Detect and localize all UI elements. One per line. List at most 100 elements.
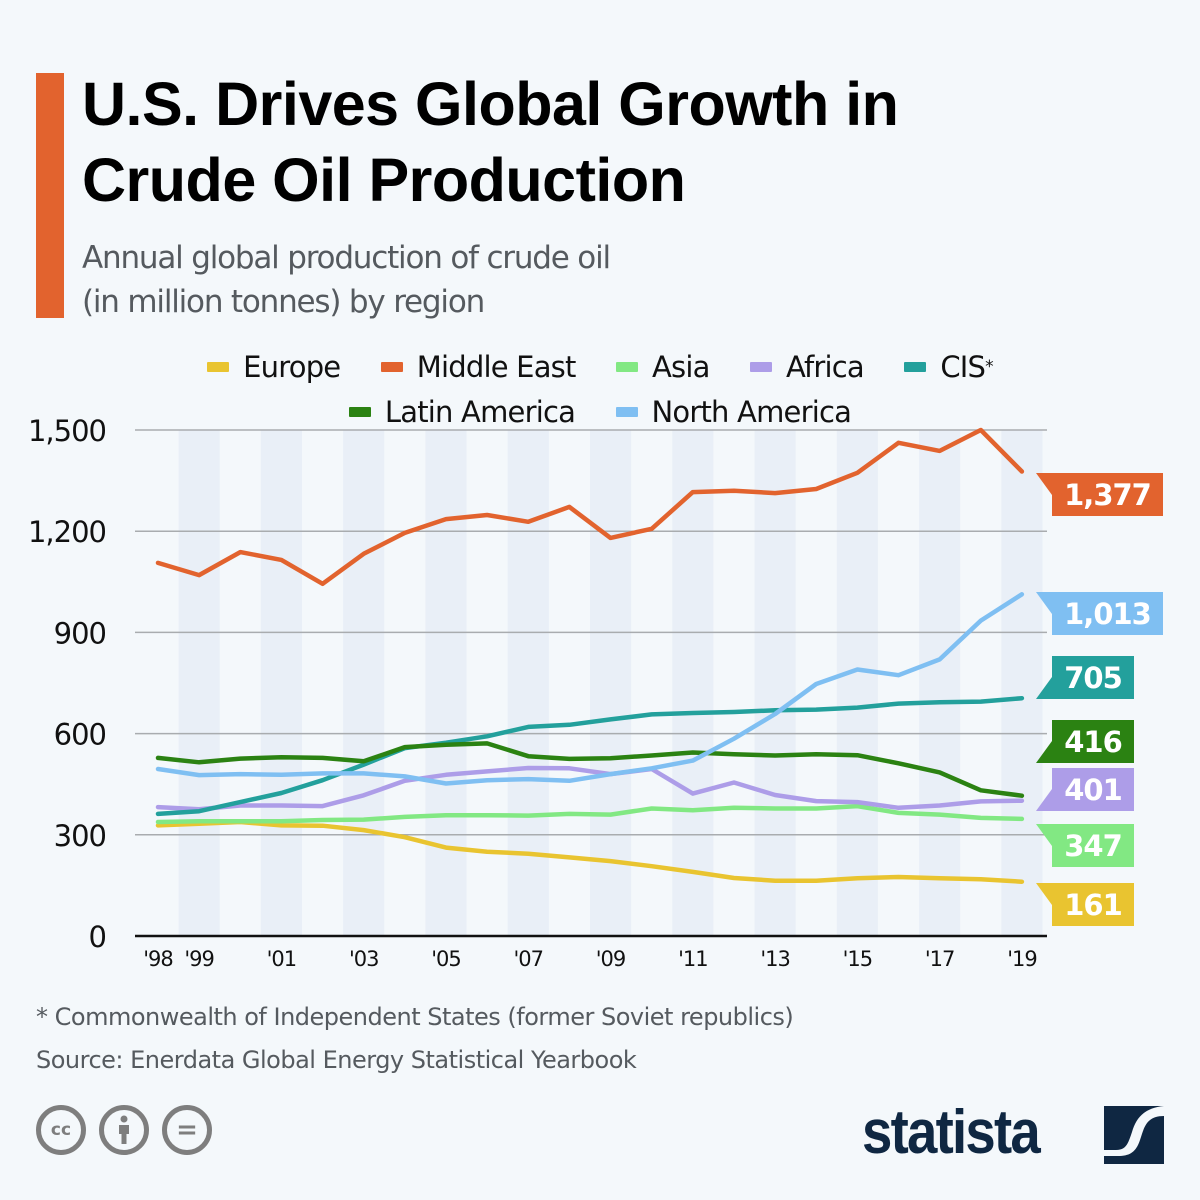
end-label-middle-east: 1,377	[1036, 473, 1163, 516]
no-derivatives-icon[interactable]: =	[162, 1105, 212, 1155]
x-tick-label: '19	[1007, 947, 1037, 971]
end-value-labels: 161 1,377 347 401 705 416 1,013	[1036, 473, 1163, 926]
legend-swatch-cis	[904, 362, 927, 372]
title-line-1: U.S. Drives Global Growth in	[82, 70, 899, 138]
legend-row-1: Europe Middle East Asia Africa CIS *	[140, 342, 1060, 387]
end-label-pointer	[1036, 473, 1052, 495]
statista-logo[interactable]: statista	[862, 1098, 1164, 1167]
legend-label-cis: CIS	[940, 350, 986, 384]
series-line-middle-east[interactable]	[155, 427, 1025, 587]
x-tick-label: '99	[184, 947, 214, 971]
subtitle-line-2: (in million tonnes) by region	[82, 284, 485, 320]
end-label-value: 416	[1064, 725, 1122, 759]
legend-swatch-middle-east	[380, 362, 403, 372]
end-label-cis: 705	[1036, 656, 1134, 699]
statista-wordmark: statista	[862, 1098, 1041, 1167]
end-label-pointer	[1036, 824, 1052, 846]
series-line-europe[interactable]	[155, 819, 1025, 884]
x-tick-label: '17	[925, 947, 955, 971]
year-band	[836, 430, 878, 936]
end-label-box	[1052, 768, 1134, 811]
end-label-value: 1,013	[1064, 597, 1151, 631]
series-line-cis[interactable]	[155, 695, 1025, 817]
x-tick-label: '07	[514, 947, 544, 971]
end-label-box	[1052, 824, 1134, 867]
legend-item-middle-east[interactable]: Middle East	[380, 347, 577, 387]
series-line-north-america[interactable]	[155, 592, 1025, 786]
y-tick-label: 0	[89, 920, 106, 954]
legend-label-latin-america: Latin America	[384, 395, 576, 429]
y-tick-label: 1,500	[28, 414, 106, 448]
end-label-box	[1052, 473, 1163, 516]
end-label-value: 401	[1064, 773, 1122, 807]
year-band	[919, 430, 961, 936]
legend-label-asia: Asia	[651, 350, 710, 384]
series-lines	[155, 427, 1025, 884]
legend-item-europe[interactable]: Europe	[207, 347, 341, 387]
end-label-value: 1,377	[1064, 478, 1151, 512]
legend-swatch-asia	[615, 362, 638, 372]
end-label-pointer	[1036, 883, 1052, 905]
legend: Europe Middle East Asia Africa CIS * Lati…	[140, 342, 1060, 432]
license-icons: cc =	[36, 1105, 212, 1155]
year-band	[672, 430, 714, 936]
end-label-pointer	[1036, 592, 1052, 614]
x-tick-label: '11	[678, 947, 708, 971]
year-band	[754, 430, 796, 936]
series-line-asia[interactable]	[155, 803, 1025, 825]
legend-label-africa: Africa	[785, 350, 865, 384]
legend-swatch-europe	[207, 362, 230, 372]
legend-swatch-africa	[749, 362, 772, 372]
series-line-latin-america[interactable]	[155, 741, 1025, 798]
x-tick-label: '09	[596, 947, 626, 971]
y-tick-label: 600	[54, 718, 106, 752]
x-tick-label: '03	[349, 947, 379, 971]
end-label-africa: 401	[1036, 768, 1134, 811]
legend-item-asia[interactable]: Asia	[615, 347, 710, 387]
end-label-box	[1052, 592, 1163, 635]
x-tick-label: '13	[760, 947, 790, 971]
legend-item-cis[interactable]: CIS *	[904, 347, 994, 387]
y-tick-label: 900	[54, 616, 106, 650]
series-line-africa[interactable]	[155, 765, 1025, 812]
end-label-box	[1052, 883, 1134, 926]
end-label-pointer	[1036, 789, 1052, 811]
end-label-box	[1052, 720, 1134, 763]
end-label-pointer	[1036, 677, 1052, 699]
legend-swatch-latin-america	[348, 407, 371, 417]
end-label-box	[1052, 656, 1134, 699]
cc-icon[interactable]: cc	[36, 1105, 86, 1155]
legend-label-middle-east: Middle East	[416, 350, 577, 384]
person-glyph	[119, 1115, 129, 1144]
x-tick-label: '98	[143, 947, 173, 971]
y-tick-label: 300	[54, 819, 106, 853]
legend-row-2: Latin America North America	[140, 387, 1060, 432]
cc-icon-text: cc	[50, 1120, 72, 1140]
footnote-block: * Commonwealth of Independent States (fo…	[36, 996, 1036, 1082]
chart-title: U.S. Drives Global Growth in Crude Oil P…	[82, 66, 1182, 218]
end-label-pointer	[1036, 741, 1052, 763]
end-label-latin-america: 416	[1036, 720, 1134, 763]
legend-swatch-north-america	[615, 407, 638, 417]
x-tick-label: '15	[843, 947, 873, 971]
end-label-value: 705	[1064, 661, 1122, 695]
y-tick-label: 1,200	[28, 515, 106, 549]
year-band	[343, 430, 385, 936]
y-axis-tick-labels: 0 300 600 900 1,200 1,500	[28, 414, 107, 954]
chart-subtitle: Annual global production of crude oil (i…	[82, 236, 982, 324]
x-tick-label: '01	[267, 947, 297, 971]
gridlines	[135, 429, 1047, 938]
year-band	[178, 430, 220, 936]
end-label-europe: 161	[1036, 883, 1134, 926]
cis-footnote: * Commonwealth of Independent States (fo…	[36, 1003, 794, 1031]
equals-glyph: =	[176, 1115, 198, 1145]
legend-item-africa[interactable]: Africa	[749, 347, 865, 387]
end-label-asia: 347	[1036, 824, 1134, 867]
accent-bar	[36, 73, 64, 318]
end-label-value: 161	[1064, 888, 1122, 922]
legend-item-latin-america[interactable]: Latin America	[348, 392, 576, 432]
alternating-year-bands	[178, 430, 1043, 936]
end-label-north-america: 1,013	[1036, 592, 1163, 635]
legend-item-north-america[interactable]: North America	[615, 392, 852, 432]
attribution-icon[interactable]	[99, 1105, 149, 1155]
